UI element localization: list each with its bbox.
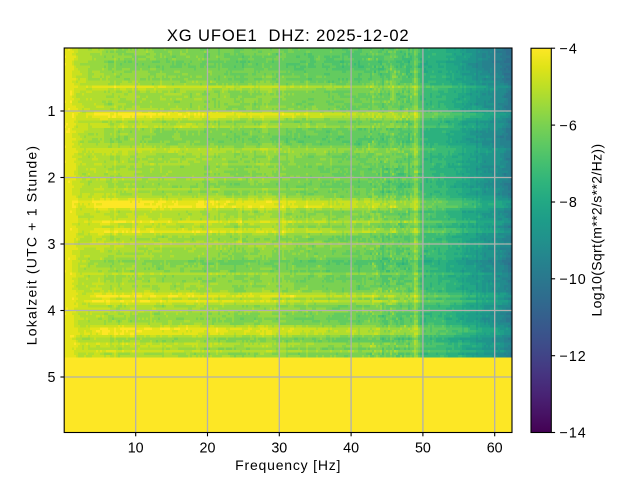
svg-text:2: 2 (48, 171, 56, 187)
svg-text:10: 10 (128, 440, 144, 456)
svg-text:60: 60 (487, 440, 503, 456)
svg-text:−12: −12 (560, 349, 587, 365)
svg-text:30: 30 (271, 440, 287, 456)
svg-text:−14: −14 (560, 426, 587, 442)
svg-text:50: 50 (415, 440, 431, 456)
svg-text:−8: −8 (560, 195, 578, 211)
svg-text:−6: −6 (560, 118, 578, 134)
svg-text:20: 20 (200, 440, 216, 456)
svg-text:−10: −10 (560, 272, 587, 288)
svg-text:40: 40 (343, 440, 359, 456)
svg-text:1: 1 (48, 104, 56, 120)
svg-text:Log10(Sqrt(m**2/s**2/Hz)): Log10(Sqrt(m**2/s**2/Hz)) (589, 144, 605, 317)
svg-text:5: 5 (48, 370, 56, 386)
svg-text:XG UFOE1 DHZ: 2025-12-02: XG UFOE1 DHZ: 2025-12-02 (167, 26, 410, 45)
svg-text:−4: −4 (560, 42, 578, 58)
svg-text:Frequency [Hz]: Frequency [Hz] (235, 457, 341, 473)
svg-text:Lokalzeit (UTC + 1 Stunde): Lokalzeit (UTC + 1 Stunde) (24, 145, 40, 345)
svg-text:3: 3 (48, 237, 56, 253)
svg-text:4: 4 (48, 304, 56, 320)
